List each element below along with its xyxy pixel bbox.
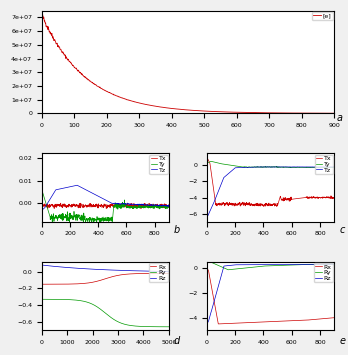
Text: b: b — [174, 225, 180, 235]
Text: a: a — [337, 113, 343, 123]
Text: e: e — [339, 335, 345, 346]
Legend: Rx, Ry, Rz: Rx, Ry, Rz — [149, 263, 168, 282]
Text: c: c — [339, 225, 345, 235]
Legend: Tx, Ty, Tz: Tx, Ty, Tz — [149, 154, 168, 174]
Legend: Tx, Ty, Tz: Tx, Ty, Tz — [315, 154, 333, 174]
Text: d: d — [174, 335, 180, 346]
Legend: Rx, Ry, Rz: Rx, Ry, Rz — [314, 263, 333, 282]
Legend: [e]: [e] — [312, 12, 333, 20]
